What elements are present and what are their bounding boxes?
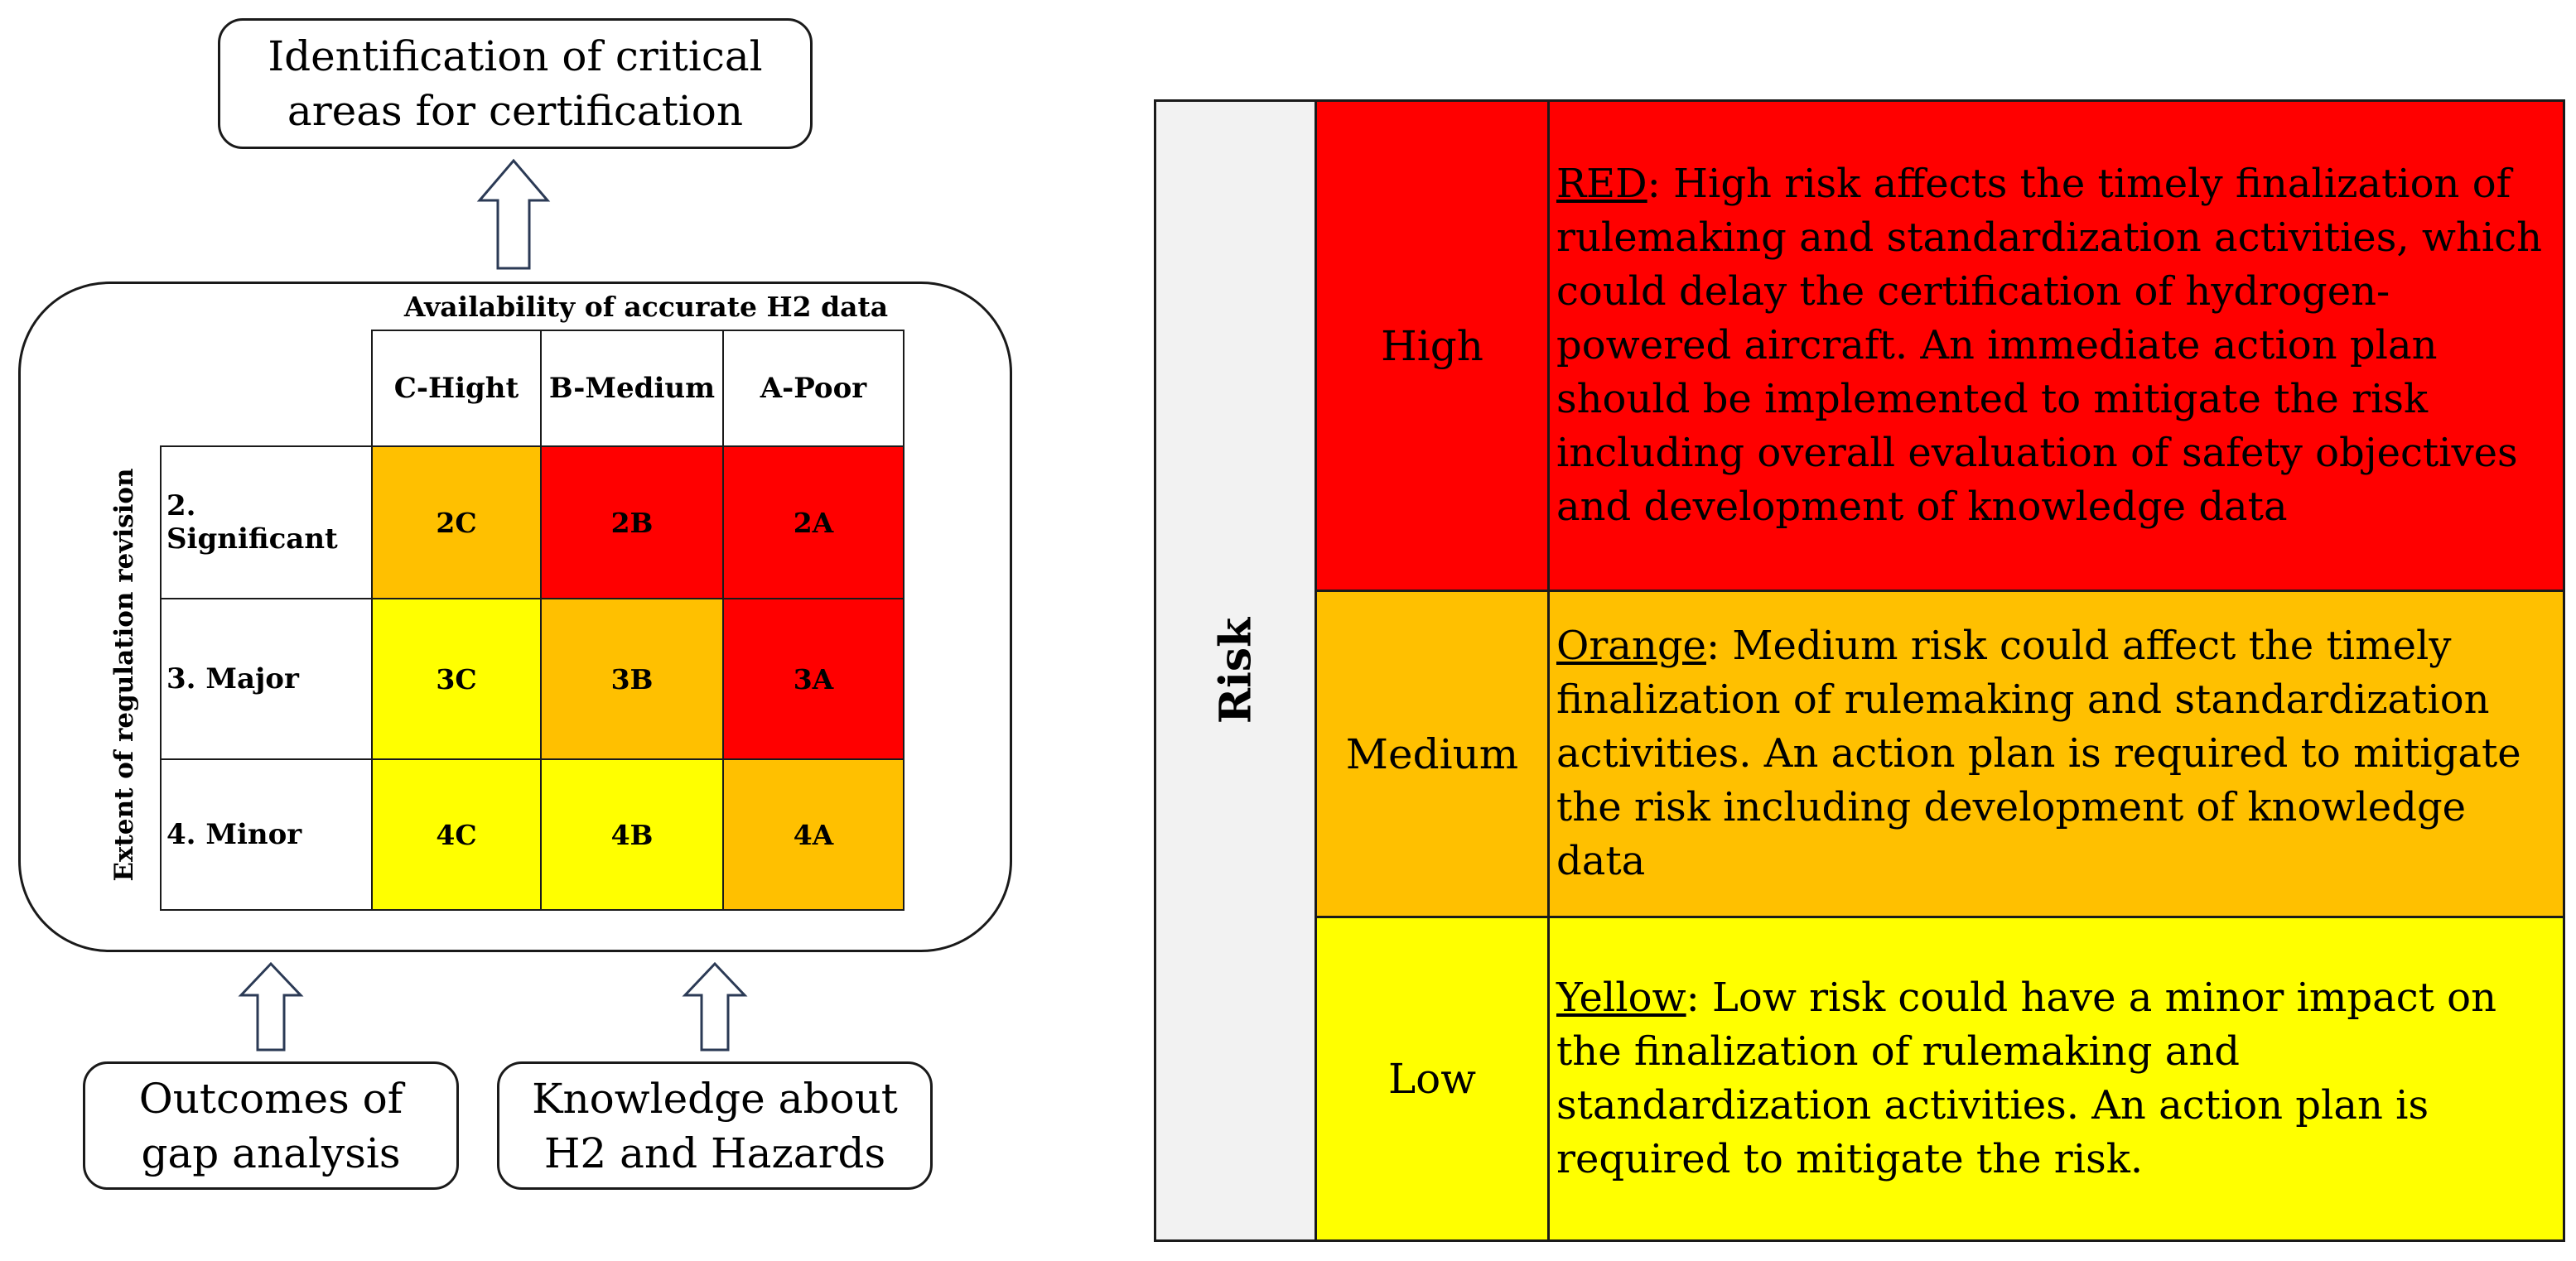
matrix-cell-2c: 2C xyxy=(371,445,542,599)
matrix-cell-3a: 3A xyxy=(722,598,904,760)
row-header-significant: 2. Significant xyxy=(160,445,373,599)
row-header-minor: 4. Minor xyxy=(160,758,373,911)
matrix-cell-4c: 4C xyxy=(371,758,542,911)
up-arrow-icon xyxy=(238,961,304,1052)
risk-desc-low-prefix: Yellow xyxy=(1556,975,1686,1021)
h2-knowledge-box: Knowledge about H2 and Hazards xyxy=(497,1061,933,1190)
h2-knowledge-line2: H2 and Hazards xyxy=(543,1129,886,1177)
matrix-cell-2a: 2A xyxy=(722,445,904,599)
risk-desc-high-prefix: RED xyxy=(1556,161,1647,207)
risk-desc-low-text: : Low risk could have a minor impact on … xyxy=(1556,975,2496,1182)
h2-knowledge-line1: Knowledge about xyxy=(532,1074,898,1123)
risk-desc-high-text: : High risk affects the timely finalizat… xyxy=(1556,161,2542,530)
risk-level-medium: Medium xyxy=(1315,590,1550,918)
matrix-cell-3b: 3B xyxy=(540,598,724,760)
risk-table: Risk High RED: High risk affects the tim… xyxy=(1154,99,2565,1242)
column-header-a: A-Poor xyxy=(722,330,904,447)
risk-level-low-label: Low xyxy=(1387,1055,1477,1103)
row-group-label: Extent of regulation revision xyxy=(109,468,139,882)
column-header-b: B-Medium xyxy=(540,330,724,447)
row-header-major: 3. Major xyxy=(160,598,373,760)
column-header-c: C-Hight xyxy=(371,330,542,447)
critical-areas-line2: areas for certification xyxy=(287,87,744,135)
risk-desc-medium: Orange: Medium risk could affect the tim… xyxy=(1547,590,2565,918)
critical-areas-line1: Identification of critical xyxy=(268,32,763,80)
up-arrow-icon xyxy=(682,961,748,1052)
risk-level-high: High xyxy=(1315,99,1550,592)
gap-analysis-box: Outcomes of gap analysis xyxy=(83,1061,459,1190)
risk-level-high-label: High xyxy=(1381,321,1483,370)
matrix-cell-4b: 4B xyxy=(540,758,724,911)
risk-desc-high: RED: High risk affects the timely finali… xyxy=(1547,99,2565,592)
matrix-cell-2b: 2B xyxy=(540,445,724,599)
matrix-frame xyxy=(18,282,1012,952)
column-group-label: Availability of accurate H2 data xyxy=(403,290,889,323)
critical-areas-box: Identification of critical areas for cer… xyxy=(218,18,813,149)
risk-level-low: Low xyxy=(1315,916,1550,1242)
gap-analysis-line2: gap analysis xyxy=(141,1129,401,1177)
risk-header-label: Risk xyxy=(1210,617,1261,724)
matrix-cell-3c: 3C xyxy=(371,598,542,760)
risk-desc-medium-text: : Medium risk could affect the timely fi… xyxy=(1556,623,2521,884)
risk-header-cell: Risk xyxy=(1154,99,1317,1242)
up-arrow-icon xyxy=(476,158,551,270)
risk-desc-medium-prefix: Orange xyxy=(1556,623,1706,669)
risk-desc-low: Yellow: Low risk could have a minor impa… xyxy=(1547,916,2565,1242)
matrix-cell-4a: 4A xyxy=(722,758,904,911)
risk-level-medium-label: Medium xyxy=(1345,729,1519,778)
gap-analysis-line1: Outcomes of xyxy=(138,1074,403,1123)
